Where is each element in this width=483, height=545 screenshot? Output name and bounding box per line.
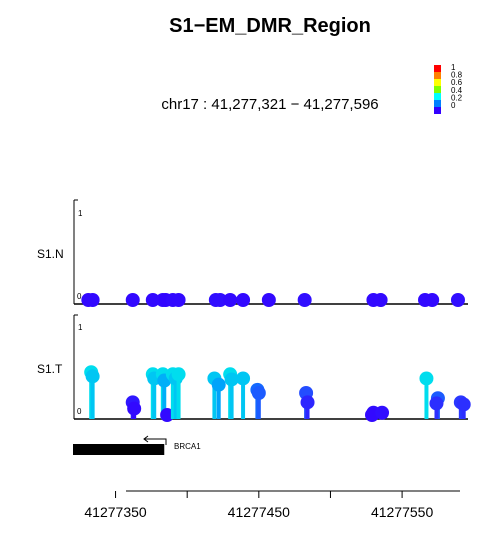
color-legend-label-2: 0.6 [451, 78, 463, 87]
gene-label: BRCA1 [174, 442, 201, 451]
track-s1t-label: S1.T [37, 362, 63, 376]
track-1-point-3 [127, 401, 142, 416]
track-1-point-1 [85, 369, 100, 384]
track-1-point-23 [375, 405, 390, 420]
track-0-point-10 [223, 293, 238, 307]
color-legend-swatch-2 [434, 79, 441, 86]
track-1-point-26 [429, 396, 444, 411]
gene-brca1-exon [73, 444, 165, 455]
track-0-point-2 [125, 293, 140, 307]
color-legend-bar [434, 65, 441, 114]
color-legend-label-4: 0.2 [451, 93, 463, 102]
track-1-point-16 [236, 371, 251, 386]
color-legend-swatch-3 [434, 86, 441, 93]
color-legend-swatch-5 [434, 100, 441, 107]
x-tick-label-1: 41277450 [228, 504, 291, 520]
track-1-point-8 [160, 408, 175, 422]
x-tick-label-0: 41277350 [84, 504, 147, 520]
track-0-point-9 [213, 293, 228, 307]
track-0-point-13 [297, 293, 312, 307]
color-legend-label-5: 0 [451, 101, 456, 110]
track-s1n: 1 0 S1.N [37, 199, 468, 307]
track-1-point-15 [224, 372, 239, 387]
track-0-point-3 [145, 293, 160, 307]
color-legend-swatch-6 [434, 107, 441, 114]
gene-strand-line [144, 438, 167, 445]
track-1-point-13 [211, 377, 226, 392]
track-0-point-11 [236, 293, 251, 307]
gene-strand-arrow-icon [143, 435, 149, 443]
track-1-point-11 [171, 367, 186, 382]
x-axis-ticks: 41277350 41277450 41277550 [84, 491, 433, 520]
track-0-point-1 [85, 293, 100, 307]
x-axis: 41277350 41277450 41277550 [84, 490, 460, 520]
x-tick-label-2: 41277550 [371, 504, 434, 520]
track-s1n-points [81, 293, 465, 307]
track-s1t-ymin: 0 [77, 407, 82, 416]
color-legend-labels: 10.80.60.40.20 [451, 63, 463, 110]
track-s1n-label: S1.N [37, 247, 64, 261]
track-0-point-18 [450, 293, 465, 307]
track-s1t: 1 0 S1.T [37, 314, 471, 422]
track-0-point-17 [425, 293, 440, 307]
track-1-point-18 [251, 386, 266, 400]
chart-title: S1−EM_DMR_Region [169, 15, 371, 37]
color-legend-label-1: 0.8 [451, 71, 463, 80]
track-s1n-ymax: 1 [78, 209, 83, 218]
color-legend-swatch-1 [434, 72, 441, 79]
track-0-point-15 [373, 293, 388, 307]
track-s1t-ymax: 1 [78, 323, 83, 332]
color-legend-swatch-0 [434, 65, 441, 72]
track-0-point-7 [171, 293, 186, 307]
genomic-range: chr17 : 41,277,321 − 41,277,596 [161, 96, 378, 113]
track-1-point-20 [300, 395, 315, 410]
track-1-point-24 [419, 371, 434, 386]
track-s1n-ymin: 0 [77, 292, 82, 301]
gene-track: BRCA1 [73, 435, 201, 455]
track-s1t-points [84, 365, 471, 422]
color-legend-label-0: 1 [451, 63, 456, 72]
color-legend: 10.80.60.40.20 [434, 63, 463, 114]
track-0-point-12 [261, 293, 276, 307]
color-legend-swatch-4 [434, 93, 441, 100]
track-1-point-28 [456, 397, 471, 412]
color-legend-label-3: 0.4 [451, 86, 463, 95]
